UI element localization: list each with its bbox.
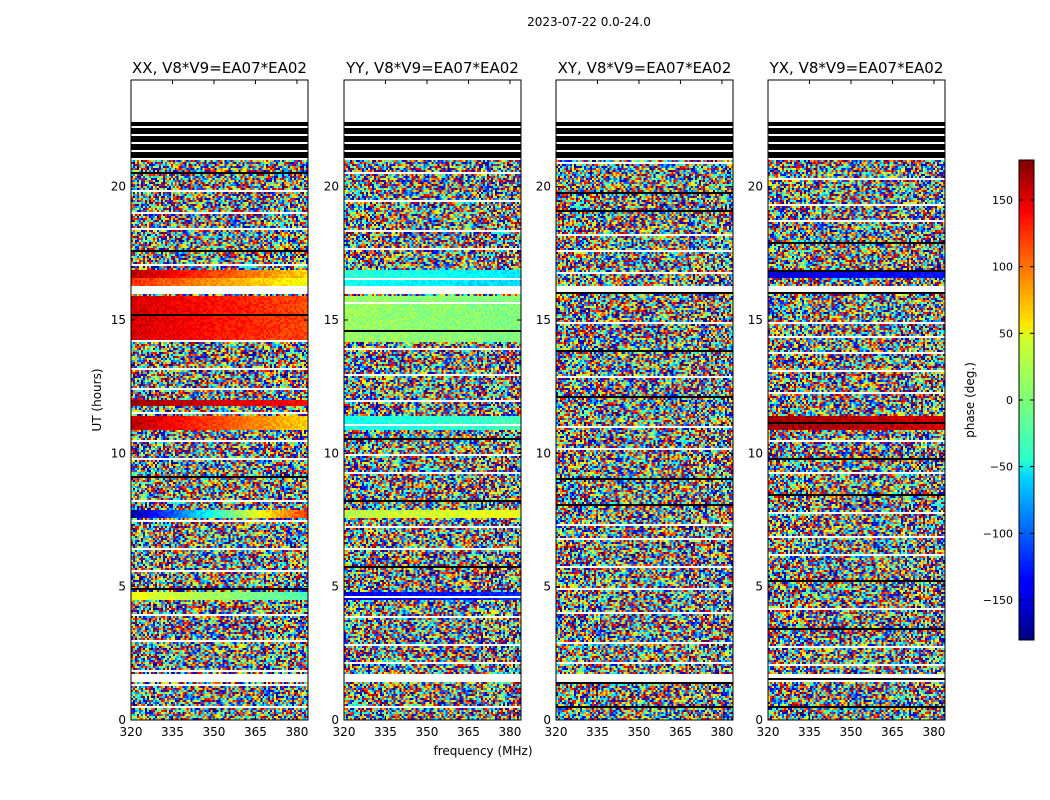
panel-xy: XY, V8*V9=EA07*EA02 320 335 350 365 380 0 5 10 15…	[536, 59, 734, 739]
panel-title-xy: XY, V8*V9=EA07*EA02	[558, 59, 732, 77]
y-tick-label: 10	[111, 446, 126, 460]
x-tick-label: 380	[498, 725, 521, 739]
panel-title-yy: YY, V8*V9=EA07*EA02	[345, 59, 519, 77]
colorbar: 150 100 50 0 −50 −100 −150 phase (deg.)	[963, 159, 1035, 641]
colorbar-ticks: 150 100 50 0 −50 −100 −150	[983, 194, 1034, 607]
panel-frame-yx	[767, 79, 946, 721]
x-tick-label: 335	[374, 725, 397, 739]
y-axis-label: UT (hours)	[90, 368, 104, 431]
panel-heatmap-yy	[344, 80, 521, 720]
x-tick-label: 320	[120, 725, 143, 739]
x-tick-label: 320	[757, 725, 780, 739]
y-tick-label: 20	[536, 180, 551, 194]
y-tick-label: 5	[331, 580, 339, 594]
figure-suptitle: 2023-07-22 0.0-24.0	[527, 15, 651, 29]
x-tick-label: 350	[203, 725, 226, 739]
y-tick-label: 0	[331, 713, 339, 727]
colorbar-tick-label: 150	[992, 194, 1013, 207]
panel-frame-xy	[555, 79, 734, 721]
colorbar-tick-label: −100	[983, 527, 1013, 540]
x-tick-label: 380	[922, 725, 945, 739]
x-tick-label: 320	[545, 725, 568, 739]
y-tick-label: 15	[536, 313, 551, 327]
y-tick-label: 10	[324, 446, 339, 460]
x-tick-label: 380	[710, 725, 733, 739]
x-tick-label: 320	[333, 725, 356, 739]
panels-group: XX, V8*V9=EA07*EA02 320 335 350 365 380 0 5 10 15…	[111, 59, 946, 739]
x-tick-label: 350	[840, 725, 863, 739]
colorbar-tick-label: 50	[999, 327, 1013, 340]
x-tick-label: 335	[161, 725, 184, 739]
colorbar-tick-label: −150	[983, 594, 1013, 607]
colorbar-tick-label: −50	[990, 461, 1013, 474]
x-tick-label: 350	[628, 725, 651, 739]
panel-heatmap-yx	[768, 80, 945, 720]
panel-xx: XX, V8*V9=EA07*EA02 320 335 350 365 380 0 5 10 15…	[111, 59, 309, 739]
y-tick-label: 10	[748, 446, 763, 460]
y-tick-label: 5	[755, 580, 763, 594]
x-tick-label: 350	[416, 725, 439, 739]
x-tick-label: 380	[285, 725, 308, 739]
y-tick-label: 20	[324, 180, 339, 194]
y-tick-label: 0	[543, 713, 551, 727]
panel-title-yx: YX, V8*V9=EA07*EA02	[769, 59, 944, 77]
x-tick-label: 365	[881, 725, 904, 739]
panel-frame-yy	[343, 79, 522, 721]
panel-yy: YY, V8*V9=EA07*EA02 320 335 350 365 380 0 5 10 15…	[324, 59, 522, 739]
x-tick-label: 365	[457, 725, 480, 739]
y-tick-label: 5	[118, 580, 126, 594]
x-tick-label: 365	[669, 725, 692, 739]
panel-heatmap-xy	[556, 80, 733, 720]
x-tick-label: 365	[244, 725, 267, 739]
y-tick-label: 15	[111, 313, 126, 327]
colorbar-tick-label: 0	[1006, 394, 1013, 407]
y-tick-label: 15	[324, 313, 339, 327]
x-tick-label: 335	[798, 725, 821, 739]
y-tick-label: 5	[543, 580, 551, 594]
panel-title-xx: XX, V8*V9=EA07*EA02	[132, 59, 307, 77]
y-tick-label: 10	[536, 446, 551, 460]
x-tick-label: 335	[586, 725, 609, 739]
panel-frame-xx	[130, 79, 309, 721]
colorbar-label: phase (deg.)	[963, 362, 977, 438]
panel-yx: YX, V8*V9=EA07*EA02 320 335 350 365 380 0 5 10 15…	[748, 59, 946, 739]
y-tick-label: 15	[748, 313, 763, 327]
y-tick-label: 20	[748, 180, 763, 194]
y-tick-label: 20	[111, 180, 126, 194]
y-tick-label: 0	[118, 713, 126, 727]
y-tick-label: 0	[755, 713, 763, 727]
x-axis-label: frequency (MHz)	[433, 744, 532, 758]
colorbar-tick-label: 100	[992, 261, 1013, 274]
panel-heatmap-xx	[131, 80, 308, 720]
